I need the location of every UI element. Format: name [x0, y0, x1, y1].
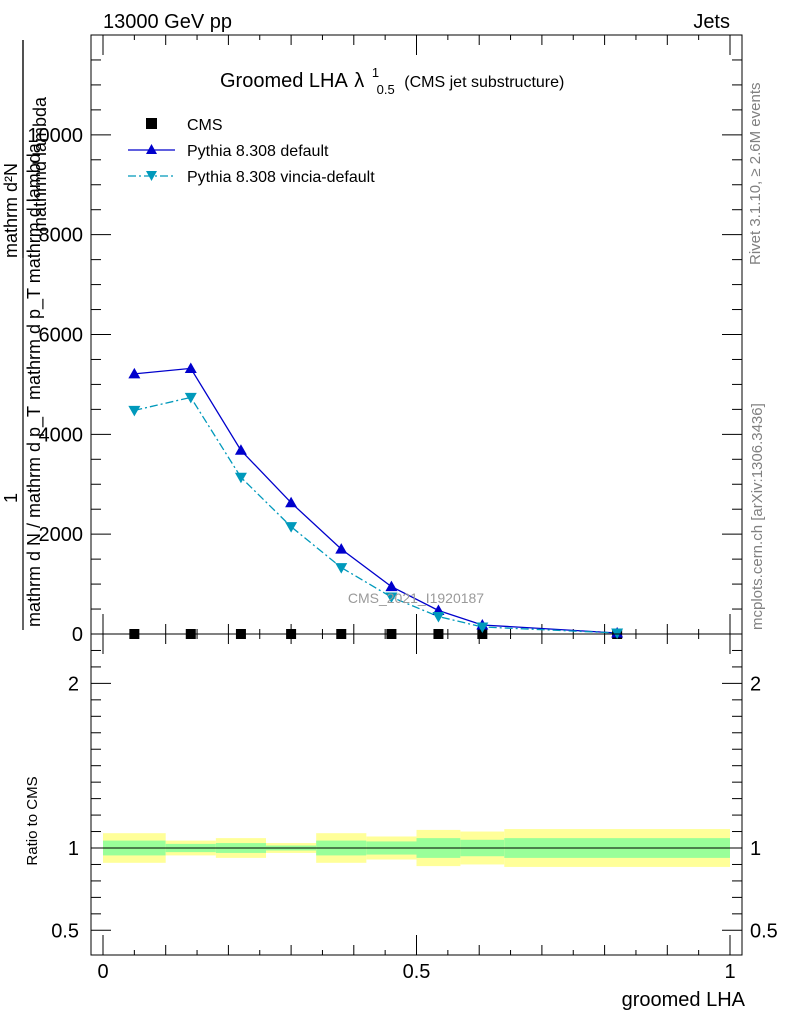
ylabel-frac-num: mathrm d²N: [1, 163, 21, 258]
title-main: Groomed LHA: [220, 70, 348, 92]
ratio-ticks: 0.5 0.5 1 1 2 2 0 0.5 1: [51, 634, 778, 983]
ratio-ytick-label: 1: [68, 838, 79, 860]
ratio-ylabel: Ratio to CMS: [24, 776, 41, 865]
ylabel-num: 1: [1, 493, 21, 503]
series-point-default: [128, 367, 141, 379]
main-panel: 0 2000 4000 6000 8000 10000 CMS_2021_I1920187…: [1, 34, 743, 646]
title-sub: 0.5: [377, 82, 395, 97]
x-tick-label: 1: [724, 961, 735, 983]
watermark: CMS_2021_I1920187: [348, 590, 484, 606]
legend-label-vincia: Pythia 8.308 vincia-default: [187, 169, 375, 186]
title-sup: 1: [372, 65, 379, 80]
legend: CMS Pythia 8.308 default Pythia 8.308 vi…: [128, 117, 375, 186]
legend-marker-vincia: [146, 171, 157, 181]
chart-title: Groomed LHA λ 1 0.5 (CMS jet substructur…: [220, 60, 564, 99]
main-ytick-label: 6000: [39, 325, 84, 347]
series-point-vincia: [184, 392, 197, 404]
main-ytick-label: 0: [72, 624, 83, 646]
ylabel-den: mathrm d N / mathrm d p_T: [24, 406, 45, 627]
series-point-default: [184, 362, 197, 373]
x-tick-label: 0.5: [403, 961, 431, 983]
ratio-ytick-label-right: 1: [750, 838, 761, 860]
legend-label-cms: CMS: [187, 117, 223, 134]
series-point-vincia: [335, 563, 348, 574]
ratio-ytick-label-right: 0.5: [750, 920, 778, 942]
rivet-label: Rivet 3.1.10, ≥ 2.6M events: [747, 83, 764, 266]
main-ytick-label: 10000: [27, 125, 83, 147]
main-ticks: 0 2000 4000 6000 8000 10000: [27, 35, 742, 646]
ratio-ytick-label: 0.5: [51, 920, 79, 942]
main-ytick-label: 2000: [39, 524, 84, 546]
x-axis-label: groomed LHA: [622, 989, 746, 1011]
header-left: 13000 GeV pp: [103, 11, 232, 33]
legend-label-default: Pythia 8.308 default: [187, 143, 329, 160]
main-ytick-label: 4000: [39, 424, 84, 446]
title-symbol: λ: [354, 70, 364, 92]
ratio-ytick-label: 2: [68, 673, 79, 695]
series-point-vincia: [234, 472, 247, 484]
series-point-vincia: [285, 522, 298, 533]
x-tick-label: 0: [97, 961, 108, 983]
series-point-default: [335, 543, 348, 554]
main-ytick-label: 8000: [39, 225, 84, 247]
series-point-default: [285, 496, 298, 508]
ratio-panel: 0.5 0.5 1 1 2 2 0 0.5 1 Ratio to CMS groomed LHA: [24, 633, 778, 1011]
series-point-vincia: [476, 622, 489, 634]
legend-marker-cms: [146, 118, 157, 129]
series-point-default: [234, 444, 247, 455]
legend-marker-default: [146, 144, 157, 154]
series-point-vincia: [385, 592, 398, 604]
ylabel-overlap: mathrmd lambda: [30, 96, 50, 232]
series-point-default: [385, 580, 398, 592]
main-ylabel: 1 mathrm d N / mathrm d p_T mathrm d²N m…: [1, 40, 50, 630]
ratio-ytick-label-right: 2: [750, 673, 761, 695]
ratio-frame: [90, 633, 743, 956]
title-suffix: (CMS jet substructure): [404, 74, 564, 91]
series-point-vincia: [432, 612, 445, 623]
ylabel-frac-den: mathrm d p_T mathrm d lambda: [24, 142, 45, 400]
header-right: Jets: [693, 11, 730, 33]
mcplots-label: mcplots.cern.ch [arXiv:1306.3436]: [749, 403, 766, 630]
series-point-vincia: [128, 405, 141, 417]
